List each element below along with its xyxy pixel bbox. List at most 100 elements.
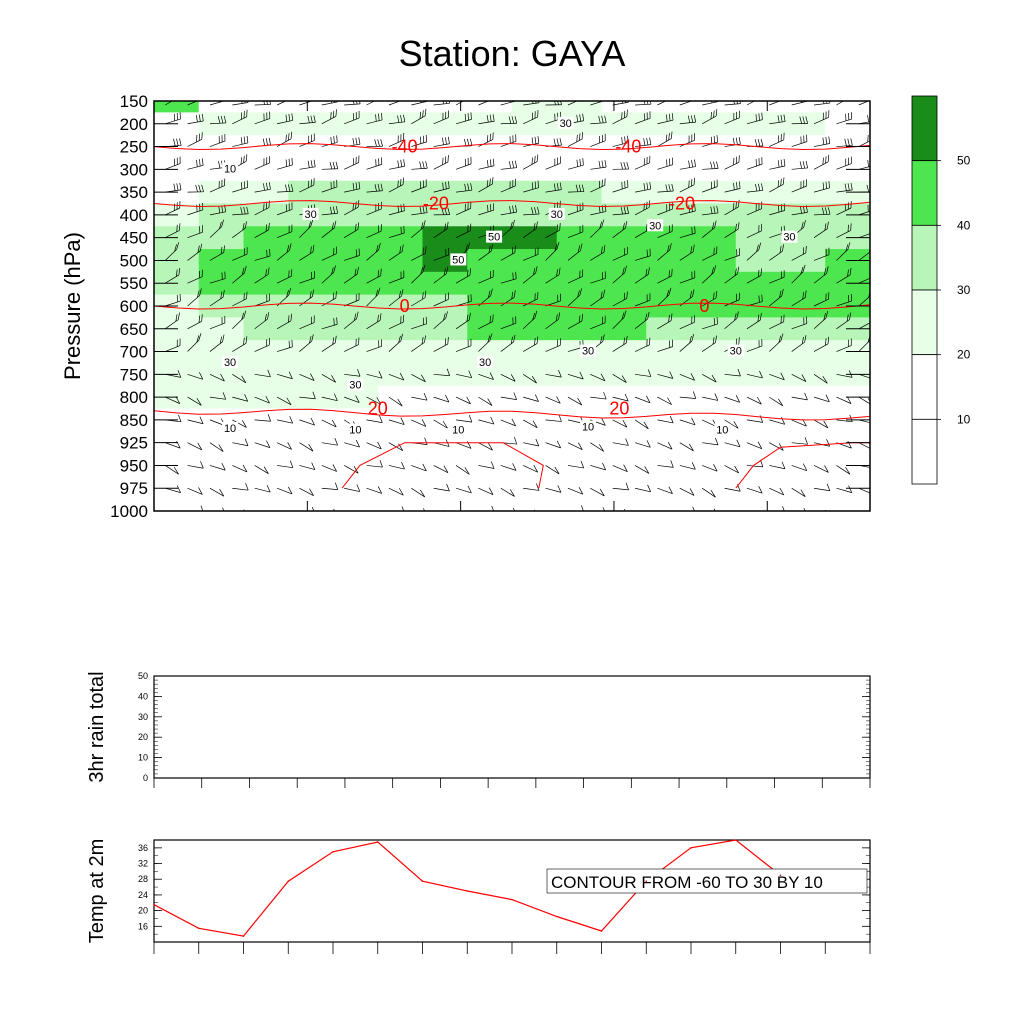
wind-barb: [500, 374, 516, 382]
pressure-tick-label: 650: [120, 320, 148, 339]
wind-barb-feather: [399, 372, 405, 381]
wind-barb-feather: [821, 207, 825, 215]
wind-barb-feather: [511, 160, 515, 169]
wind-barb: [254, 442, 271, 448]
wind-barb-feather: [425, 161, 428, 169]
wind-barb-feather: [576, 114, 579, 122]
wind-barb-feather: [464, 113, 467, 122]
wind-speed-cell: [512, 135, 558, 159]
wind-barb-feather: [558, 312, 561, 320]
wind-barb-feather: [266, 182, 268, 190]
wind-barb: [411, 396, 428, 401]
wind-barb-feather: [177, 370, 182, 378]
wind-barb-feather: [354, 223, 357, 232]
wind-barb-feather: [688, 205, 690, 213]
wind-barb-feather: [760, 313, 762, 321]
wind-barb: [567, 373, 584, 380]
pressure-tick-label: 750: [120, 365, 148, 384]
wind-speed-cell: [735, 203, 782, 227]
wind-barb-feather: [240, 207, 243, 215]
wind-barb-feather: [332, 110, 335, 118]
wind-speed-cell: [333, 385, 379, 410]
wind-barbs: [164, 93, 870, 511]
wind-barb: [612, 419, 628, 428]
wind-barb: [612, 213, 629, 216]
wind-barb-feather: [734, 268, 737, 276]
temp2m-point: [690, 847, 692, 849]
wind-barb-feather: [780, 333, 784, 341]
wind-barb-feather: [643, 421, 649, 430]
wind-speed-cell: [422, 362, 468, 387]
wind-barb-feather: [312, 289, 315, 297]
wind-barb-feather: [736, 311, 739, 319]
wind-barb-feather: [286, 397, 292, 406]
wind-barb-feather: [513, 334, 516, 342]
wind-speed-cell: [198, 476, 245, 501]
pressure-tick-label: 600: [120, 297, 148, 316]
wind-barb-feather: [575, 184, 579, 192]
wind-barb-feather: [758, 113, 760, 121]
wind-barb-feather: [512, 463, 517, 471]
wind-barb-feather: [308, 443, 314, 452]
wind-barb-feather: [246, 135, 249, 143]
temp2m-point: [645, 880, 648, 882]
wind-barb: [545, 419, 562, 422]
wind-speed-cell: [467, 135, 513, 159]
wind-barb-feather: [266, 484, 271, 493]
wind-barb: [836, 419, 853, 423]
wind-speed-cell: [601, 340, 647, 364]
wind-speed-label-bg: [222, 162, 239, 175]
wind-speed-cell: [333, 112, 379, 136]
wind-barb-feather: [465, 93, 466, 100]
wind-barb: [164, 465, 179, 475]
wind-speed-cell: [735, 454, 782, 478]
wind-speed-cell: [556, 317, 603, 341]
temp2m-tick-label: 28: [138, 874, 148, 884]
wind-speed-cell: [646, 340, 692, 364]
wind-barb-feather: [198, 184, 201, 192]
wind-barb: [590, 122, 607, 125]
wind-barb-feather: [531, 137, 534, 145]
wind-barb-feather: [620, 162, 624, 170]
wind-speed-cell: [243, 249, 289, 273]
wind-barb-feather: [668, 133, 670, 141]
wind-barb: [791, 419, 807, 427]
wind-barb: [500, 167, 517, 170]
wind-barb: [433, 373, 450, 377]
wind-barb: [276, 487, 293, 495]
colorbar-bin: [911, 160, 938, 226]
wind-barb: [388, 465, 405, 470]
wind-barb: [411, 419, 427, 427]
temperature-contour-line: [154, 302, 870, 310]
wind-barb-feather: [603, 245, 606, 253]
wind-barb-feather: [511, 291, 514, 299]
wind-barb-feather: [534, 310, 538, 318]
wind-speed-label: 30: [560, 118, 572, 130]
wind-barb-feather: [691, 333, 694, 342]
colorbar-label: 30: [957, 283, 971, 297]
wind-barb: [411, 465, 427, 472]
wind-barb-feather: [333, 508, 335, 511]
wind-speed-label: 50: [452, 254, 464, 266]
wind-barb-feather: [804, 437, 808, 445]
wind-speed-cell: [646, 157, 692, 182]
wind-speed-cell: [377, 317, 424, 341]
wind-barb-feather: [757, 396, 762, 405]
wind-barb: [769, 101, 781, 106]
wind-barb: [567, 396, 582, 406]
wind-barb-feather: [532, 267, 536, 276]
wind-barb-feather: [690, 115, 694, 123]
wind-speed-cell: [601, 112, 647, 136]
wind-barb-feather: [335, 161, 339, 169]
wind-barb-feather: [733, 182, 735, 190]
wind-barb-feather: [556, 440, 562, 449]
wind-barb-feather: [827, 207, 831, 215]
wind-barb-feather: [601, 246, 603, 254]
wind-barb: [634, 442, 651, 448]
wind-barb-feather: [600, 291, 603, 299]
wind-barb: [321, 465, 337, 472]
wind-speed-label-bg: [477, 355, 494, 368]
wind-barb-feather: [732, 137, 735, 146]
wind-barb: [411, 212, 428, 216]
